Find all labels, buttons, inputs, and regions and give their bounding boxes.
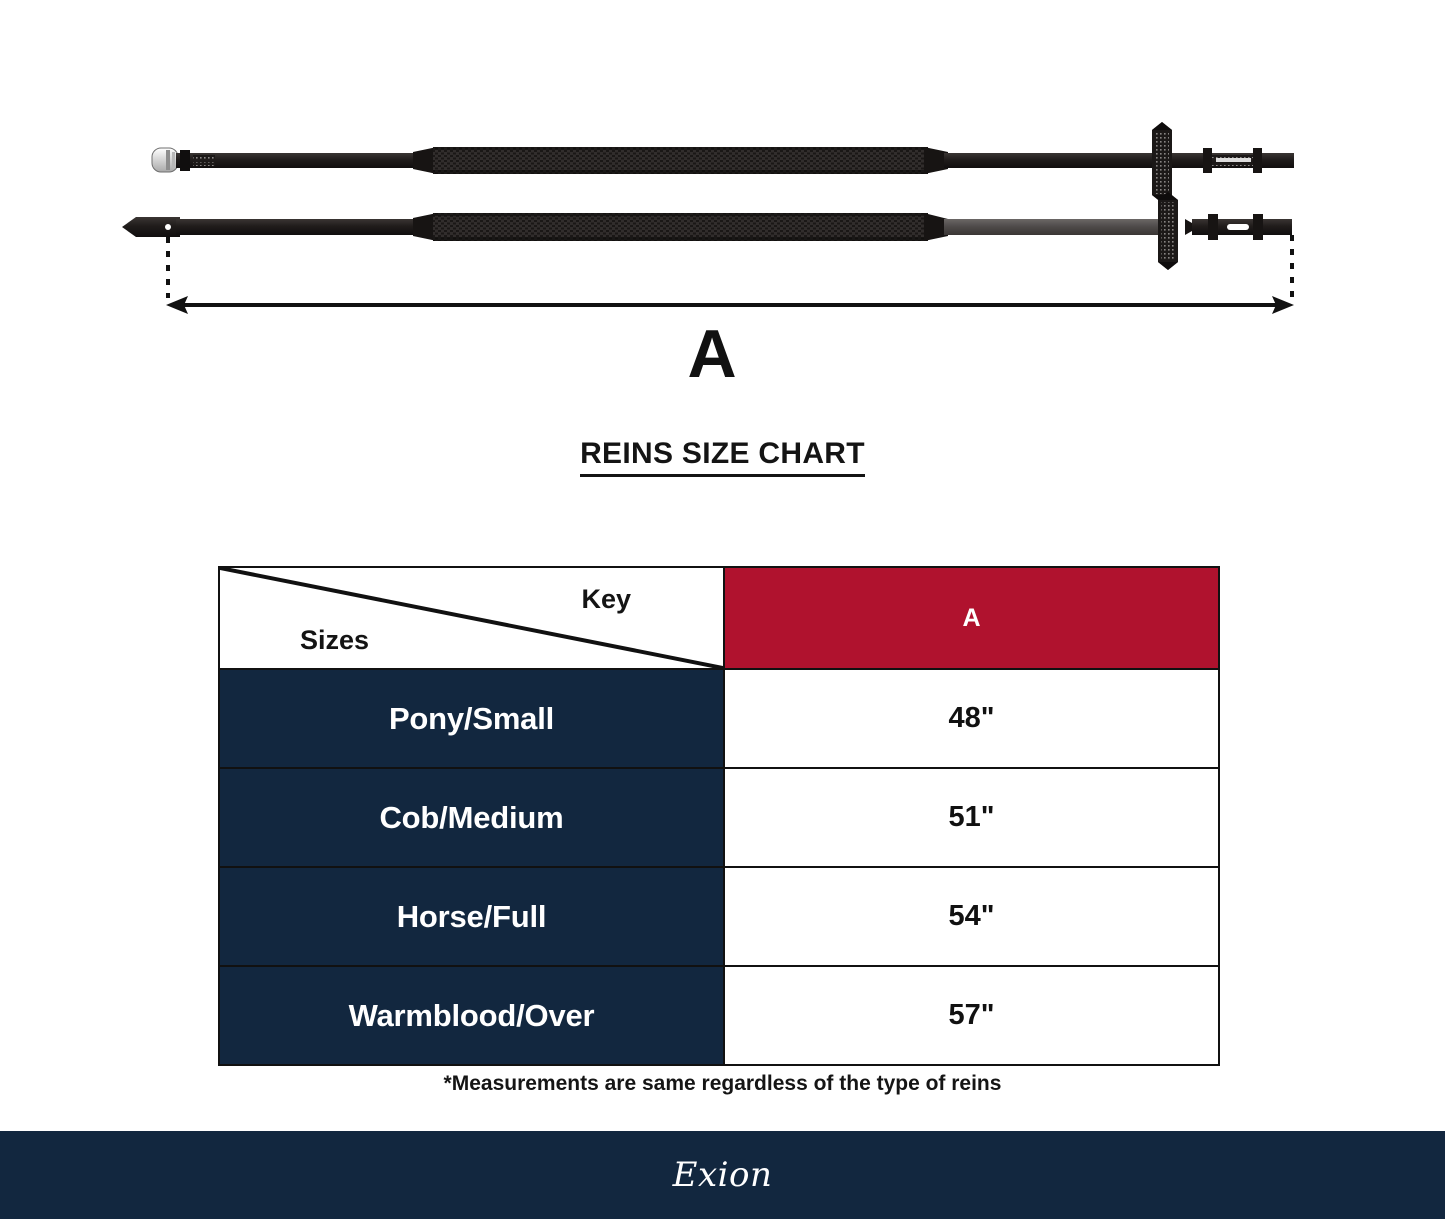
header-column-a: A xyxy=(723,566,1220,670)
upper-rein-metal-clip xyxy=(151,147,179,173)
header-diagonal-cell: Key Sizes xyxy=(220,568,723,668)
reins-illustration: A xyxy=(0,0,1445,400)
table-row: Cob/Medium 51" xyxy=(218,767,1220,868)
page-title: REINS SIZE CHART xyxy=(0,437,1445,477)
footer-bar: Exion xyxy=(0,1131,1445,1219)
table-row: Horse/Full 54" xyxy=(218,866,1220,967)
upper-rein-buckle xyxy=(1203,148,1262,173)
size-value-pony-small-a: 48" xyxy=(723,668,1220,769)
dimension-a xyxy=(166,235,1294,314)
measurements-footnote: *Measurements are same regardless of the… xyxy=(443,1072,1002,1095)
reins-size-table: Key Sizes A Pony/Small 48" Cob/Medium 51… xyxy=(218,566,1220,1066)
brand-logo: Exion xyxy=(672,1155,773,1195)
size-value-cob-medium-a: 51" xyxy=(723,767,1220,868)
header-sizes-label: Sizes xyxy=(300,625,370,655)
table-header-row: Key Sizes A xyxy=(218,566,1220,670)
size-label-cob-medium: Cob/Medium xyxy=(218,767,725,868)
size-label-warmblood-over: Warmblood/Over xyxy=(218,965,725,1066)
table-row: Pony/Small 48" xyxy=(218,668,1220,769)
table-row: Warmblood/Over 57" xyxy=(218,965,1220,1066)
lower-rein-crossing-strap xyxy=(1158,192,1178,270)
size-label-horse-full: Horse/Full xyxy=(218,866,725,967)
upper-rein-crossing-strap xyxy=(1152,122,1172,203)
dim-arrowhead-left xyxy=(166,296,188,314)
dim-arrowhead-right xyxy=(1272,296,1294,314)
header-key-sizes-cell: Key Sizes xyxy=(218,566,725,670)
header-diagonal-line-icon xyxy=(220,568,723,668)
size-value-horse-full-a: 54" xyxy=(723,866,1220,967)
size-value-warmblood-over-a: 57" xyxy=(723,965,1220,1066)
lower-rein xyxy=(122,192,1292,270)
dimension-a-label: A xyxy=(687,316,736,392)
page-title-text: REINS SIZE CHART xyxy=(580,437,865,477)
header-key-label: Key xyxy=(581,584,631,614)
upper-rein xyxy=(151,122,1294,203)
reins-diagram-svg: A xyxy=(122,122,1294,392)
size-label-pony-small: Pony/Small xyxy=(218,668,725,769)
